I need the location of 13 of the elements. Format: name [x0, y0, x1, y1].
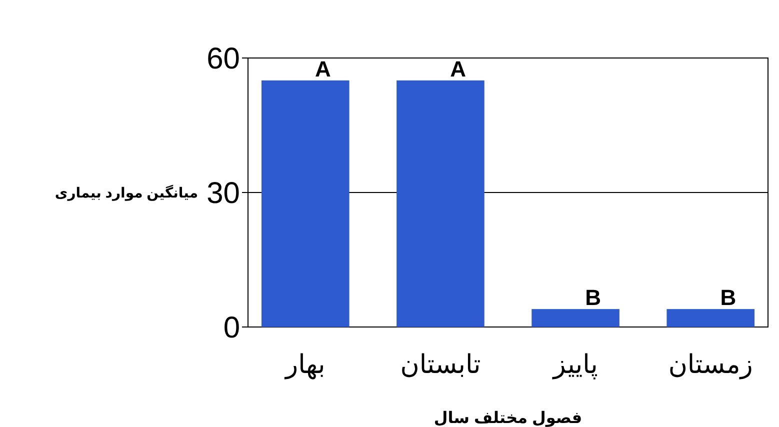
- x-tick-label: بهار: [284, 349, 326, 380]
- x-tick-label: تابستان: [400, 349, 481, 379]
- y-tick-label: 30: [206, 177, 240, 210]
- y-axis-title: میانگین موارد بیماری: [54, 184, 198, 202]
- annotation: B: [720, 285, 736, 310]
- y-tick-label: 0: [223, 312, 240, 344]
- annotation: A: [315, 56, 332, 82]
- x-tick-label: زمستان: [668, 349, 753, 380]
- x-axis-title: فصول مختلف سال: [434, 410, 582, 427]
- annotation: B: [585, 285, 602, 310]
- y-tick-label: 60: [206, 42, 240, 76]
- annotation: A: [450, 56, 466, 82]
- x-tick-label: پاییز: [551, 349, 598, 380]
